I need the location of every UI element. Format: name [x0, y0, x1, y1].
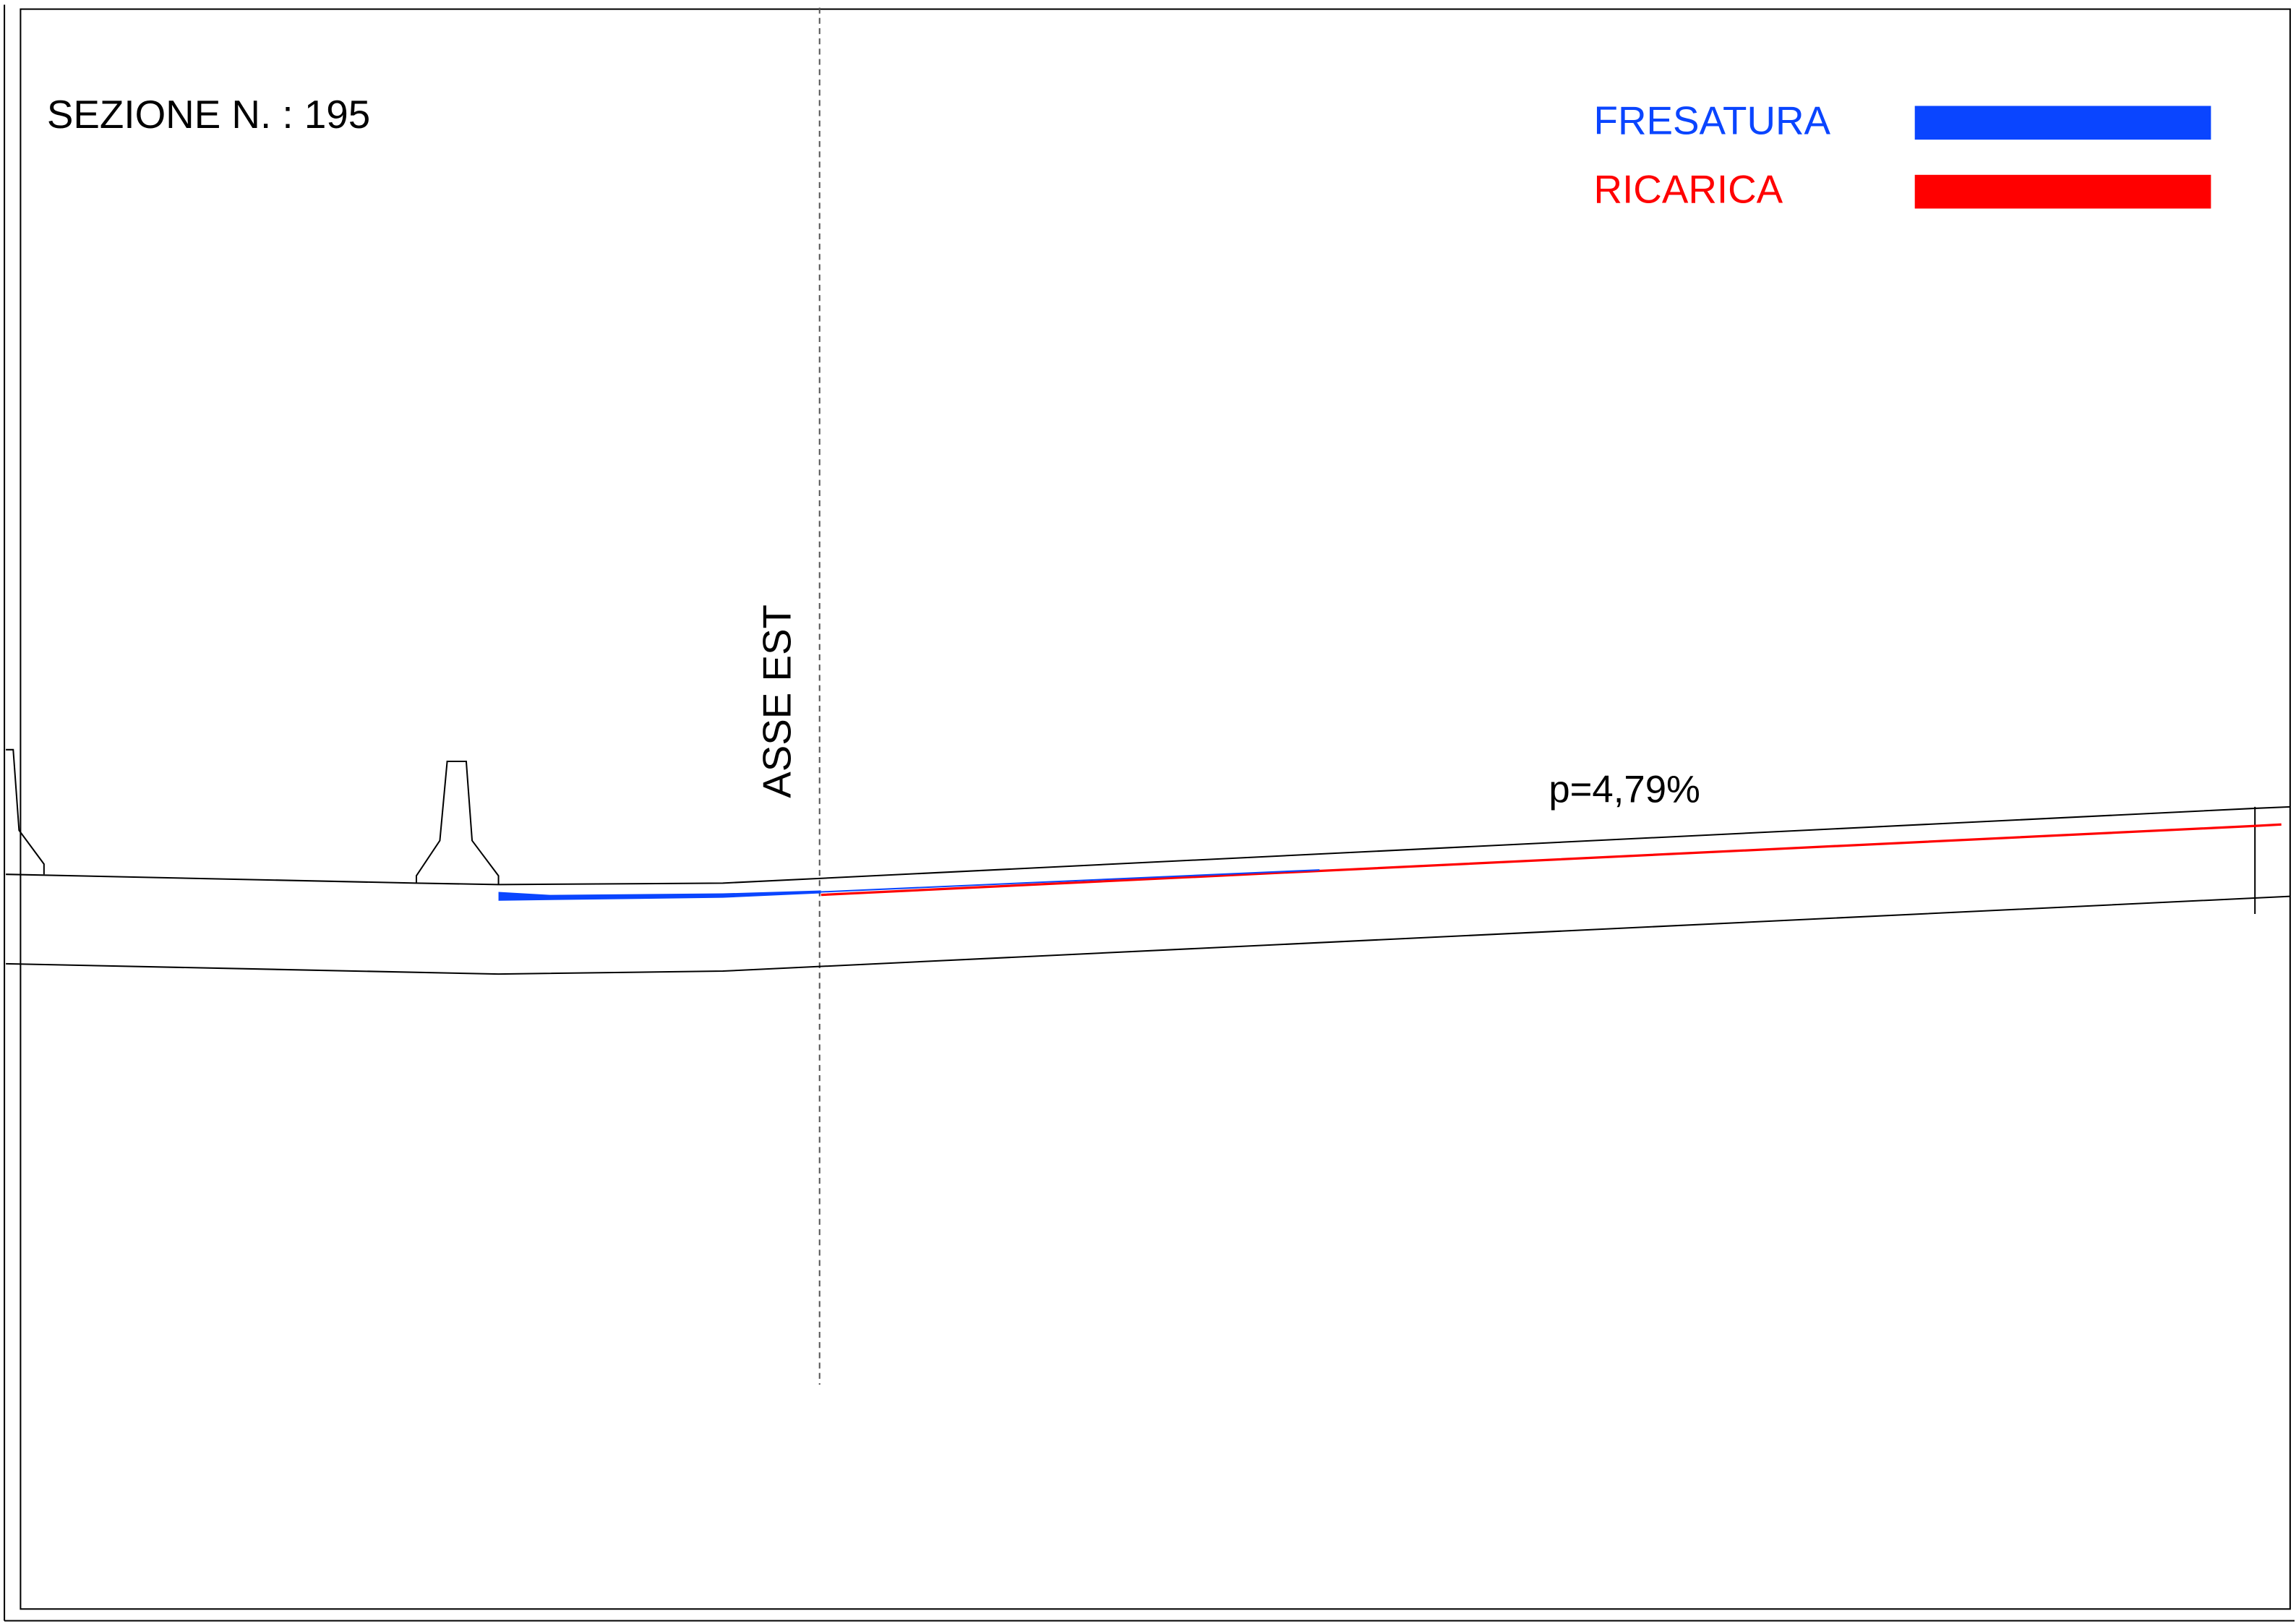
slope-label: p=4,79% — [1548, 769, 1700, 811]
barrier-left — [6, 748, 45, 875]
ricarica-line — [821, 823, 2282, 897]
section-title: SEZIONE N. : 195 — [47, 92, 370, 137]
legend-label: RICARICA — [1594, 167, 1783, 212]
legend-swatch — [1914, 106, 2211, 140]
road-base — [6, 895, 2290, 975]
fresatura-area — [498, 890, 821, 901]
axis-label: ASSE EST — [754, 604, 799, 798]
inner-border — [20, 8, 2291, 1610]
fresatura-line — [821, 869, 1320, 893]
legend-swatch — [1914, 174, 2211, 209]
legend-label: FRESATURA — [1594, 98, 1831, 142]
barrier — [415, 761, 500, 885]
road-surface — [6, 805, 2290, 886]
